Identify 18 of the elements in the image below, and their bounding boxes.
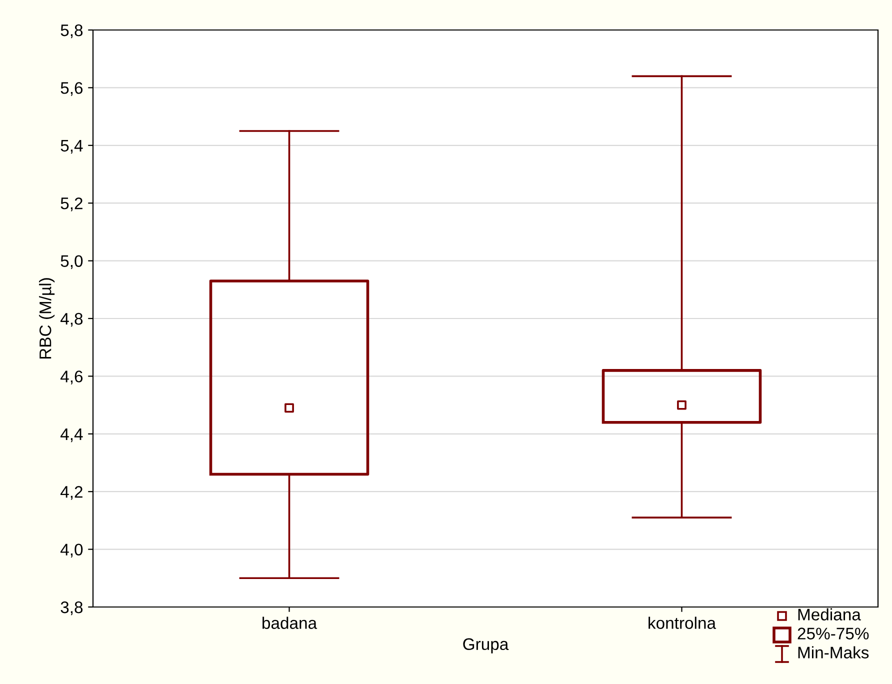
y-tick-label: 4,8 (60, 312, 83, 327)
x-axis-title: Grupa (463, 638, 509, 654)
x-tick-label: kontrolna (648, 616, 716, 629)
y-tick-label: 5,2 (60, 198, 82, 212)
x-tick-label: badana (262, 616, 318, 629)
text: Mediana (798, 608, 861, 620)
y-tick-label: 3,8 (60, 601, 83, 616)
y-tick-label: 4,6 (60, 370, 83, 384)
text: Min-Maks (798, 646, 869, 658)
text: 25%-75% (798, 628, 869, 640)
y-tick-label: 4,0 (60, 544, 83, 558)
y-tick-label: 5,8 (60, 24, 83, 38)
y-tick-label: 5,0 (60, 255, 83, 269)
y-tick-label: 5,6 (60, 82, 83, 96)
y-tick-label: 5,4 (60, 140, 83, 154)
y-axis-title: RBC (M/µl) (39, 278, 55, 359)
y-tick-label: 4,4 (60, 428, 83, 442)
y-tick-label: 4,2 (60, 486, 82, 500)
